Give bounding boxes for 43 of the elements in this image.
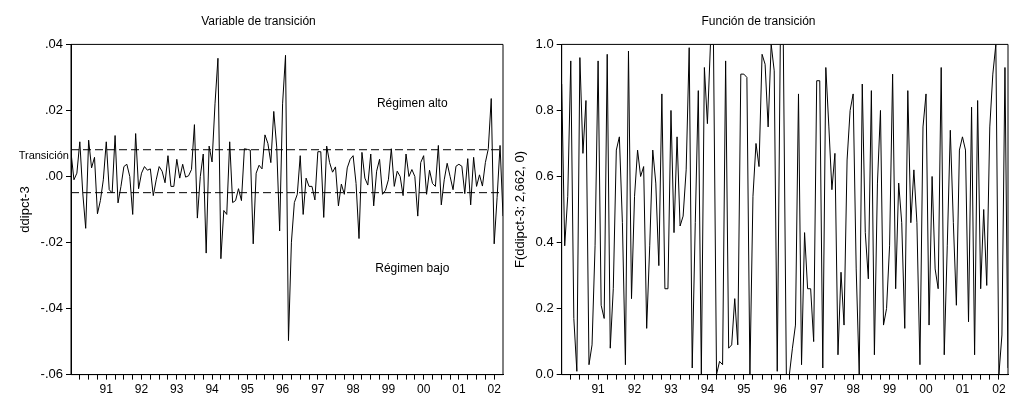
x-tick-label: 95 <box>240 382 255 397</box>
y-tick-label: 0.0 <box>535 366 554 382</box>
chart-title: Función de transición <box>701 13 816 28</box>
x-tick-label: 93 <box>664 382 678 397</box>
y-tick-label: .00 <box>44 168 63 184</box>
ref-line-label: Transición <box>18 148 69 161</box>
x-tick-label: 02 <box>487 382 502 397</box>
x-tick-label: 01 <box>452 382 466 397</box>
y-tick-label: -.02 <box>40 234 63 250</box>
x-tick-label: 02 <box>992 382 1006 397</box>
x-tick-label: 92 <box>134 382 149 397</box>
x-tick-label: 99 <box>381 382 396 397</box>
x-tick-label: 01 <box>955 382 970 397</box>
y-tick-label: -.04 <box>40 300 63 316</box>
chart-title: Variable de transición <box>201 13 316 28</box>
x-tick-label: 94 <box>700 382 715 397</box>
x-tick-label: 93 <box>170 382 184 397</box>
x-tick-label: 97 <box>810 382 824 397</box>
x-tick-label: 96 <box>773 382 788 397</box>
x-tick-label: 00 <box>919 382 934 397</box>
x-tick-label: 97 <box>311 382 325 397</box>
x-tick-label: 98 <box>846 382 861 397</box>
y-tick-label: .02 <box>44 102 63 118</box>
y-tick-label: .04 <box>44 35 63 51</box>
x-tick-label: 98 <box>346 382 361 397</box>
x-tick-label: 95 <box>737 382 751 397</box>
x-tick-label: 92 <box>627 382 642 397</box>
y-axis-title: F(ddipct-3; 2,662, 0) <box>512 150 528 269</box>
y-tick-label: 1.0 <box>535 35 554 51</box>
y-tick-label: 0.4 <box>535 234 554 250</box>
annotation: Régimen bajo <box>375 261 450 276</box>
x-tick-label: 96 <box>275 382 290 397</box>
y-tick-label: 0.8 <box>535 102 554 118</box>
x-tick-label: 00 <box>416 382 431 397</box>
y-tick-label: 0.2 <box>535 300 554 316</box>
x-tick-label: 91 <box>99 382 114 397</box>
y-axis-title: ddipct-3 <box>17 186 33 233</box>
y-tick-label: 0.6 <box>535 168 554 184</box>
annotation: Régimen alto <box>376 96 448 111</box>
y-tick-label: -.06 <box>40 366 63 382</box>
x-tick-label: 99 <box>882 382 897 397</box>
x-tick-label: 94 <box>205 382 220 397</box>
x-tick-label: 91 <box>591 382 606 397</box>
